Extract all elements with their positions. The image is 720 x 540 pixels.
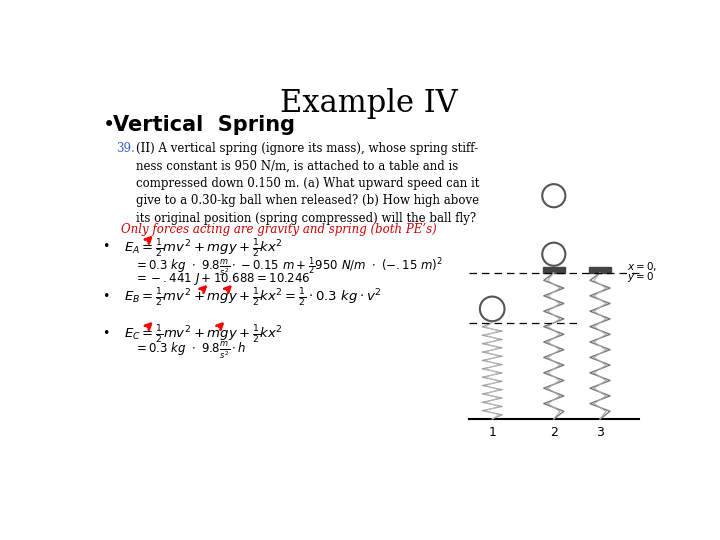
Text: •: •	[102, 289, 110, 302]
Text: $= -.441\ J + 10.688 = 10.246$: $= -.441\ J + 10.688 = 10.246$	[134, 271, 310, 287]
Text: •: •	[102, 240, 110, 253]
Text: $= 0.3\ kg\ \cdot\ 9.8\frac{m}{s^2}\cdot h$: $= 0.3\ kg\ \cdot\ 9.8\frac{m}{s^2}\cdot…	[134, 340, 247, 361]
Text: 1: 1	[488, 427, 496, 440]
Text: $E_A = \frac{1}{2}mv^2 + mgy + \frac{1}{2}kx^2$: $E_A = \frac{1}{2}mv^2 + mgy + \frac{1}{…	[124, 238, 283, 260]
Text: 39.: 39.	[117, 142, 135, 155]
Text: •: •	[102, 327, 110, 340]
Text: $E_C = \frac{1}{2}mv^2 + mgy + \frac{1}{2}kx^2$: $E_C = \frac{1}{2}mv^2 + mgy + \frac{1}{…	[124, 325, 283, 347]
Text: (II) A vertical spring (ignore its mass), whose spring stiff-
ness constant is 9: (II) A vertical spring (ignore its mass)…	[137, 142, 480, 225]
Text: Only forces acting are gravity and spring (both PE’s): Only forces acting are gravity and sprin…	[121, 222, 437, 235]
Text: $y=0$: $y=0$	[627, 271, 654, 285]
Text: •: •	[102, 115, 114, 135]
Bar	[589, 267, 611, 273]
Text: $x=0,$: $x=0,$	[627, 260, 657, 273]
Text: Example IV: Example IV	[280, 88, 458, 119]
Text: Vertical  Spring: Vertical Spring	[113, 115, 295, 135]
Bar	[543, 267, 564, 273]
Text: $= 0.3\ kg\ \cdot\ 9.8\frac{m}{s^2}\cdot -0.15\ m + \frac{1}{2}950\ N/m\ \cdot\ : $= 0.3\ kg\ \cdot\ 9.8\frac{m}{s^2}\cdot…	[134, 256, 443, 279]
Text: 3: 3	[596, 427, 604, 440]
Text: $E_B = \frac{1}{2}mv^2 + mgy + \frac{1}{2}kx^2 = \frac{1}{2}\cdot 0.3\ kg\cdot v: $E_B = \frac{1}{2}mv^2 + mgy + \frac{1}{…	[124, 287, 382, 309]
Text: 2: 2	[550, 427, 558, 440]
